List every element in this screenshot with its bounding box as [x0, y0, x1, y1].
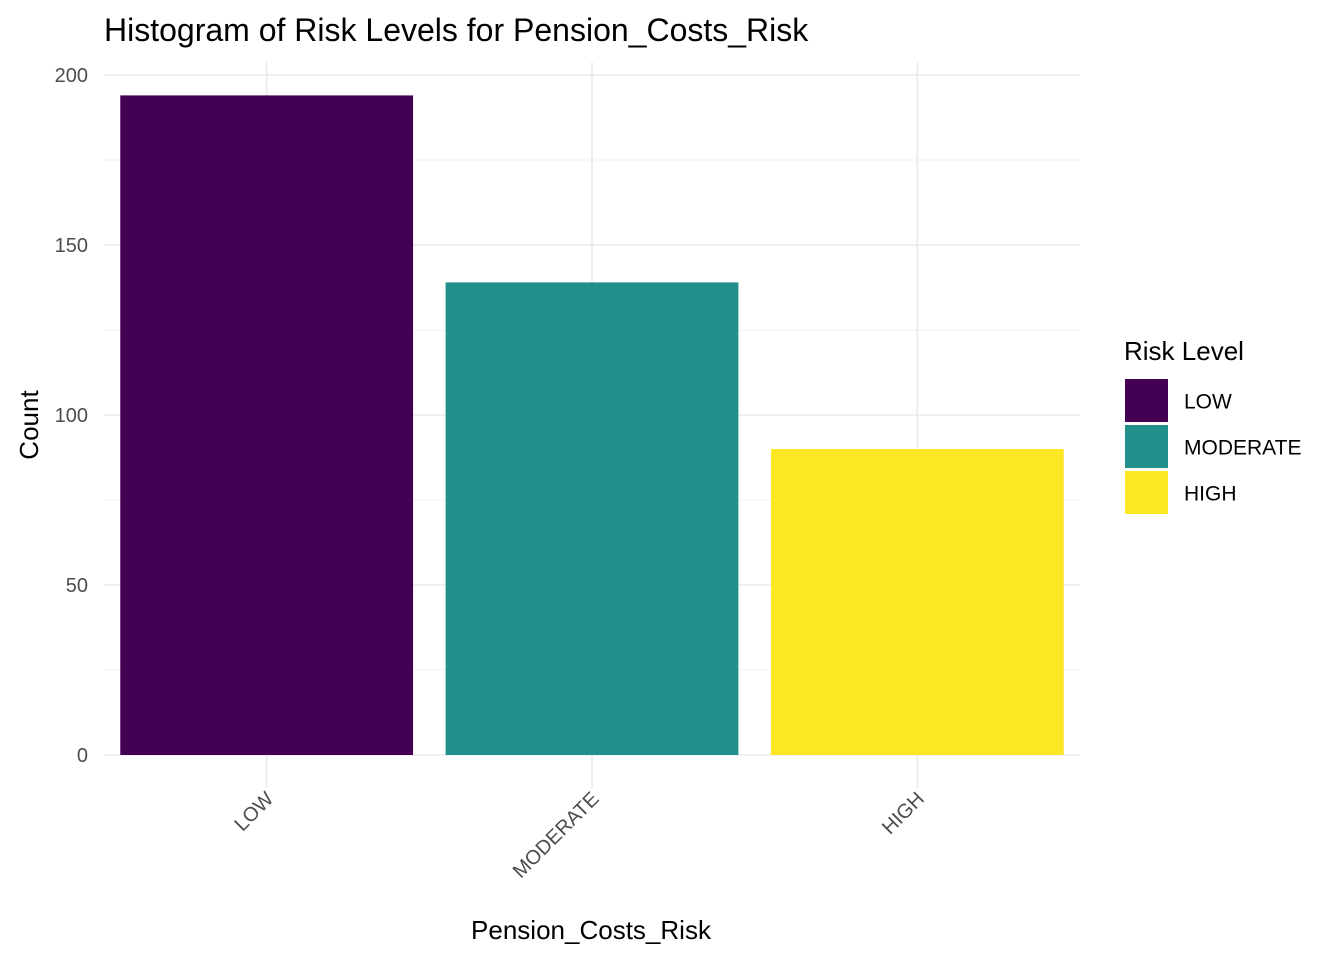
legend-entries: LOW MODERATE HIGH: [1125, 379, 1301, 514]
legend-key-moderate: [1125, 425, 1168, 468]
y-tick-label: 100: [55, 405, 88, 427]
legend-label-moderate: MODERATE: [1184, 437, 1301, 460]
x-tick-label: HIGH: [878, 788, 929, 839]
bar-moderate: [445, 282, 739, 755]
y-axis-title: Count: [14, 390, 44, 460]
x-axis-ticks: LOW MODERATE HIGH: [230, 788, 928, 883]
y-axis-ticks: 0 50 100 150 200: [55, 65, 88, 767]
x-tick-label: LOW: [230, 788, 278, 836]
legend-label-low: LOW: [1184, 391, 1232, 414]
legend-label-high: HIGH: [1184, 483, 1237, 506]
y-tick-label: 200: [55, 65, 88, 87]
legend-title: Risk Level: [1124, 336, 1244, 366]
legend-key-low: [1125, 379, 1168, 422]
y-tick-label: 150: [55, 235, 88, 257]
y-tick-label: 0: [77, 745, 88, 767]
legend-key-high: [1125, 471, 1168, 514]
legend: Risk Level LOW MODERATE HIGH: [1124, 336, 1301, 514]
chart-title: Histogram of Risk Levels for Pension_Cos…: [104, 12, 809, 48]
x-axis-title: Pension_Costs_Risk: [471, 915, 712, 945]
bar-high: [770, 449, 1064, 755]
x-tick-label: MODERATE: [509, 788, 604, 883]
bar-low: [120, 95, 414, 755]
y-tick-label: 50: [66, 575, 88, 597]
bars: [120, 95, 1064, 755]
